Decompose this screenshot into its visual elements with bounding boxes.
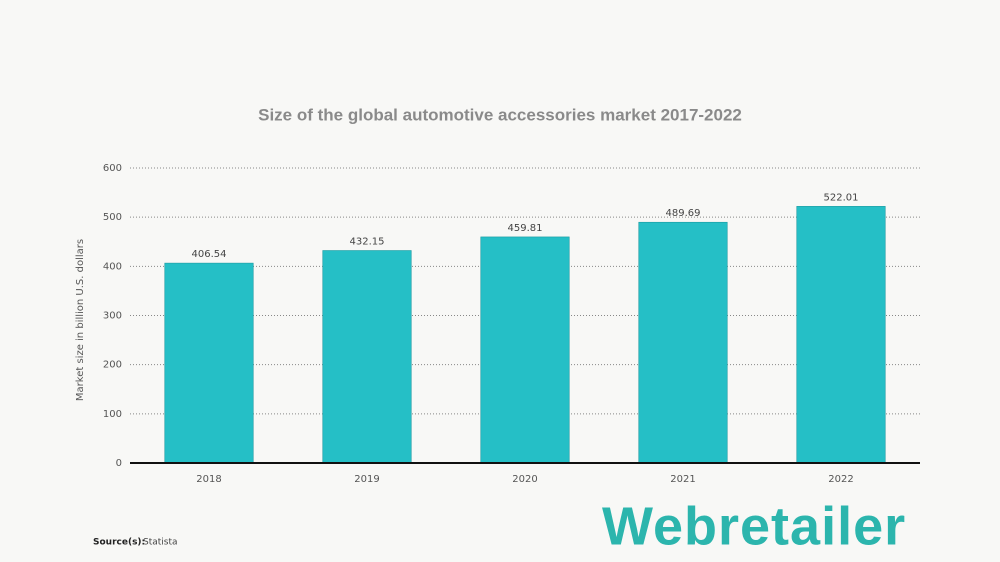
chart-title: Size of the global automotive accessorie… bbox=[258, 105, 742, 124]
source-label: Source(s): bbox=[93, 538, 145, 548]
y-tick-label: 0 bbox=[116, 458, 122, 469]
logo: Webretailer bbox=[602, 496, 906, 556]
y-tick-label: 300 bbox=[103, 311, 122, 322]
value-label: 432.15 bbox=[350, 237, 385, 248]
bar bbox=[322, 250, 412, 464]
bar bbox=[796, 206, 886, 464]
y-tick-label: 500 bbox=[103, 212, 122, 223]
x-tick-label: 2022 bbox=[828, 474, 853, 485]
y-axis-label: Market size in billion U.S. dollars bbox=[75, 239, 86, 401]
bar bbox=[164, 262, 254, 464]
x-tick-label: 2021 bbox=[670, 474, 695, 485]
bar bbox=[480, 236, 570, 464]
bar bbox=[638, 221, 728, 464]
y-tick-label: 100 bbox=[103, 409, 122, 420]
value-label: 522.01 bbox=[824, 192, 859, 203]
y-tick-label: 400 bbox=[103, 261, 122, 272]
y-tick-label: 200 bbox=[103, 360, 122, 371]
value-label: 489.69 bbox=[666, 208, 701, 219]
x-tick-label: 2018 bbox=[196, 474, 221, 485]
y-tick-label: 600 bbox=[103, 163, 122, 174]
x-tick-label: 2020 bbox=[512, 474, 537, 485]
source-text: Statista bbox=[143, 538, 178, 548]
x-tick-label: 2019 bbox=[354, 474, 379, 485]
value-label: 459.81 bbox=[508, 223, 543, 234]
value-label: 406.54 bbox=[192, 249, 227, 260]
